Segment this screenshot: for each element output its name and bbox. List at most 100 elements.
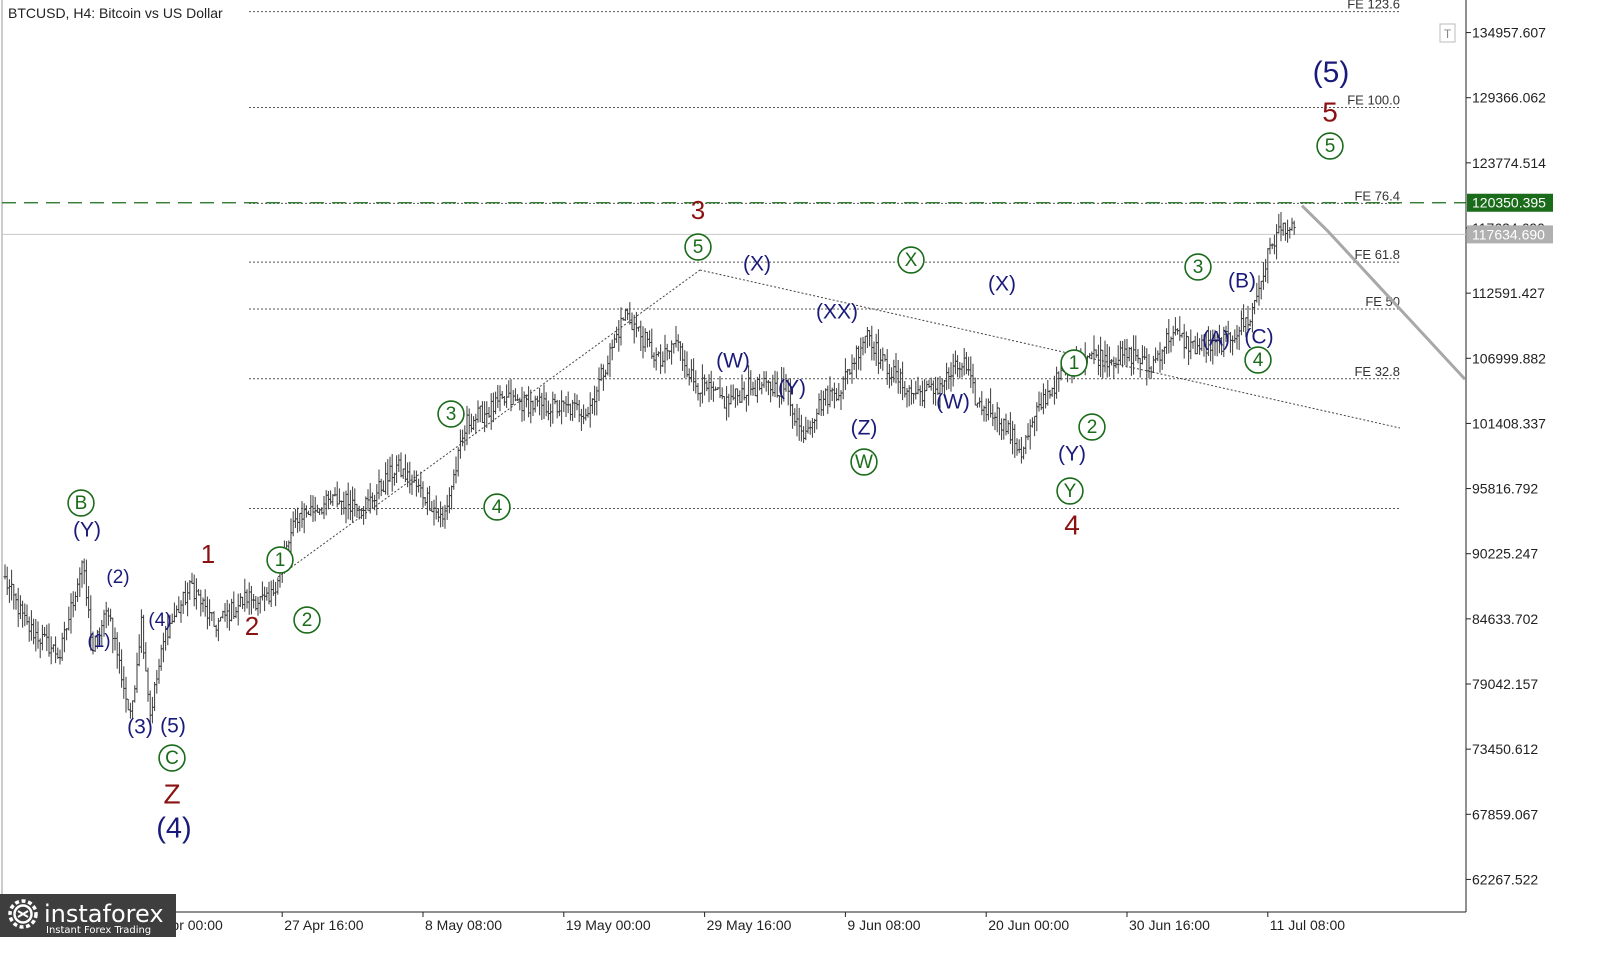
ohlc-bar — [843, 358, 847, 390]
svg-text:C: C — [165, 748, 179, 769]
ohlc-bar — [832, 382, 836, 409]
ohlc-bar — [23, 603, 27, 627]
ohlc-bar — [962, 347, 966, 376]
wave-label: (4) — [156, 813, 191, 845]
x-tick-label: 11 Jul 08:00 — [1270, 917, 1345, 933]
ohlc-bar — [483, 401, 487, 433]
y-tick-label: 84633.702 — [1472, 611, 1538, 627]
svg-text:3: 3 — [1193, 257, 1204, 278]
ohlc-bar — [681, 343, 685, 371]
wave-labels: (Y) B (2) (1) (4) (3) (5) CZ (4) 1 2 1 2 3 4 3 5 (X) (W) (Y… — [67, 56, 1349, 845]
x-tick-label: 30 Jun 16:00 — [1129, 917, 1210, 933]
ohlc-bar — [557, 400, 561, 417]
ohlc-bar — [137, 634, 141, 667]
ohlc-bar — [542, 384, 546, 419]
ohlc-bar — [1123, 339, 1127, 365]
svg-text:W: W — [855, 452, 873, 473]
ohlc-bar — [430, 501, 434, 513]
svg-text:Y: Y — [1064, 481, 1077, 502]
svg-text:(Y): (Y) — [1058, 443, 1086, 466]
ohlc-bar — [755, 376, 759, 403]
wave-label: B — [67, 489, 95, 517]
text-tool-icon[interactable]: T — [1439, 23, 1456, 43]
ohlc-bar — [447, 487, 451, 514]
svg-text:(Y): (Y) — [778, 377, 806, 400]
ohlc-bar — [265, 587, 269, 601]
ohlc-bar — [876, 329, 880, 374]
ohlc-bar — [947, 367, 951, 390]
ohlc-bar — [920, 380, 924, 407]
ohlc-bar — [120, 649, 124, 688]
wave-label: (Y) — [73, 519, 101, 542]
ohlc-bar — [186, 582, 190, 617]
ohlc-bar — [1151, 355, 1155, 373]
ohlc-bar — [478, 405, 482, 423]
ohlc-bar — [533, 395, 537, 413]
ohlc-bar — [958, 361, 962, 379]
ohlc-bar — [896, 359, 900, 394]
ohlc-bar — [381, 480, 385, 493]
svg-text:1: 1 — [201, 539, 215, 569]
ohlc-bar — [846, 369, 850, 385]
wave-label: (3) — [127, 716, 153, 739]
ohlc-bar — [815, 408, 819, 430]
ohlc-bar — [804, 416, 808, 441]
ohlc-bar — [1046, 380, 1050, 406]
svg-text:(2): (2) — [106, 567, 129, 588]
ohlc-bar — [964, 351, 968, 375]
x-tick-label: 9 Jun 08:00 — [847, 917, 920, 933]
ohlc-bar — [980, 391, 984, 416]
ohlc-bar — [685, 351, 689, 378]
ohlc-bar — [1099, 336, 1103, 378]
wave-label: (C) — [1244, 326, 1273, 349]
ohlc-bar — [588, 392, 592, 428]
ohlc-bar — [733, 388, 737, 408]
ohlc-bar — [298, 512, 302, 532]
fib-level-label: FE 61.8 — [1354, 247, 1400, 262]
ohlc-bar — [395, 455, 399, 483]
ohlc-bar — [1004, 413, 1008, 436]
ohlc-bar — [538, 387, 542, 416]
trend-line-upper — [277, 269, 701, 578]
ohlc-bar — [122, 666, 126, 699]
ohlc-bar — [641, 326, 645, 359]
svg-text:(W): (W) — [716, 350, 750, 373]
wave-label: (Z) — [851, 417, 878, 440]
gear-logo-icon — [8, 899, 38, 929]
ohlc-bar — [49, 636, 53, 665]
ohlc-bar — [1160, 349, 1164, 371]
ohlc-bar — [630, 312, 634, 331]
ohlc-bar — [639, 320, 643, 352]
ohlc-bar — [617, 320, 621, 352]
ohlc-bar — [172, 602, 176, 623]
ohlc-bar — [817, 393, 821, 415]
ohlc-bar — [887, 363, 891, 389]
ohlc-bar — [452, 469, 456, 490]
ohlc-bar — [269, 580, 273, 607]
ohlc-bar — [612, 333, 616, 348]
ohlc-bar — [155, 670, 159, 694]
ohlc-bar — [678, 341, 682, 361]
ohlc-bar — [126, 698, 130, 711]
ohlc-bar — [1145, 348, 1149, 386]
ohlc-bar — [773, 370, 777, 398]
svg-text:(A): (A) — [1202, 328, 1230, 351]
ohlc-bar — [951, 353, 955, 387]
ohlc-bar — [540, 392, 544, 421]
ohlc-bar — [1125, 338, 1129, 368]
wave-label: 2 — [1078, 413, 1106, 441]
ohlc-bar — [60, 632, 64, 662]
ohlc-bar — [661, 351, 665, 368]
ohlc-bar — [518, 397, 522, 411]
ohlc-bar — [650, 328, 654, 359]
svg-text:1: 1 — [1069, 353, 1080, 374]
ohlc-bar — [520, 386, 524, 422]
ohlc-bar — [469, 413, 473, 433]
ohlc-bar — [531, 400, 535, 417]
wave-label: (W) — [936, 391, 970, 414]
ohlc-bar — [494, 391, 498, 415]
ohlc-bar — [199, 589, 203, 617]
ohlc-bar — [654, 347, 658, 371]
wave-label: 4 — [483, 493, 511, 521]
wave-label: (XX) — [816, 301, 858, 324]
